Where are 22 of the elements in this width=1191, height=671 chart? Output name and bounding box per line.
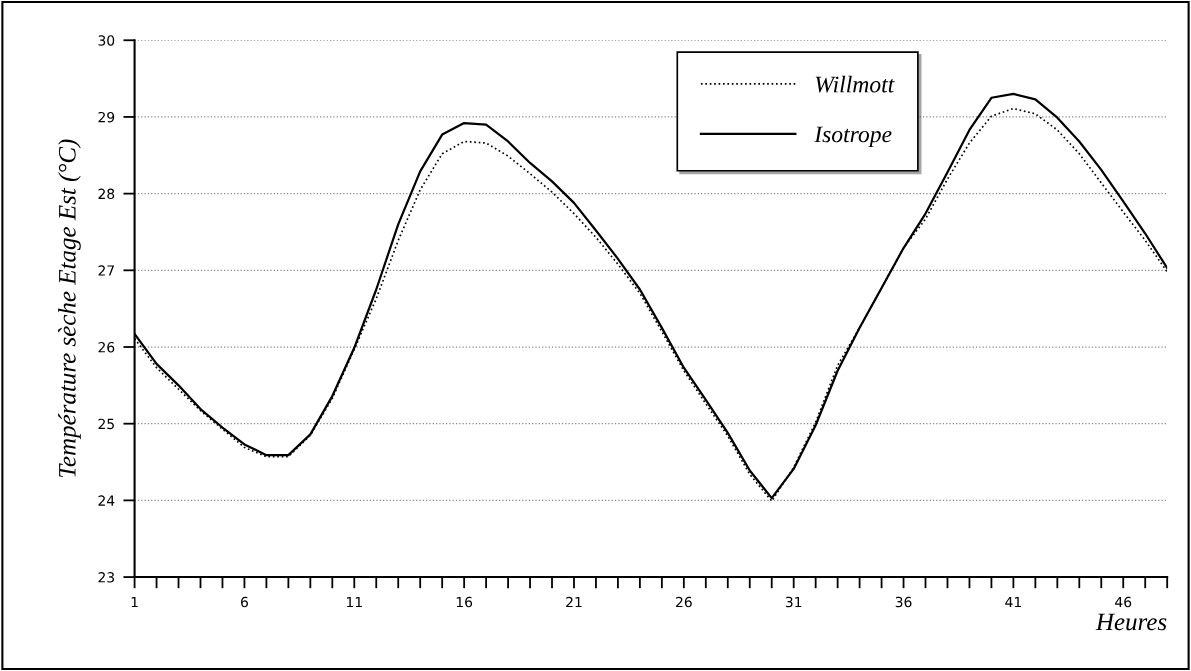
y-tick-label: 26 [98,341,115,353]
legend-label: Willmott [815,75,895,93]
x-tick-label: 6 [240,596,248,608]
y-tick-label: 27 [98,265,114,276]
x-tick-label: 46 [1115,596,1132,608]
x-axis-title: Heures [1095,613,1167,631]
x-tick-label: 11 [346,596,362,608]
x-tick-label: 1 [131,596,138,608]
x-tick-label: 36 [895,596,912,608]
y-tick-label: 25 [98,418,114,430]
y-tick-label: 28 [98,188,115,200]
x-tick-label: 16 [456,596,473,608]
x-tick-label: 31 [785,596,802,608]
x-tick-label: 41 [1005,596,1021,608]
y-tick-label: 30 [98,35,115,46]
y-tick-label: 23 [98,572,115,583]
x-tick-label: 21 [566,596,582,608]
legend-label: Isotrope [814,126,892,148]
y-tick-label: 24 [98,495,115,506]
y-tick-label: 29 [98,111,115,123]
x-tick-label: 26 [676,596,692,608]
y-axis-title: Température sèche Etage Est (°C) [58,139,81,478]
